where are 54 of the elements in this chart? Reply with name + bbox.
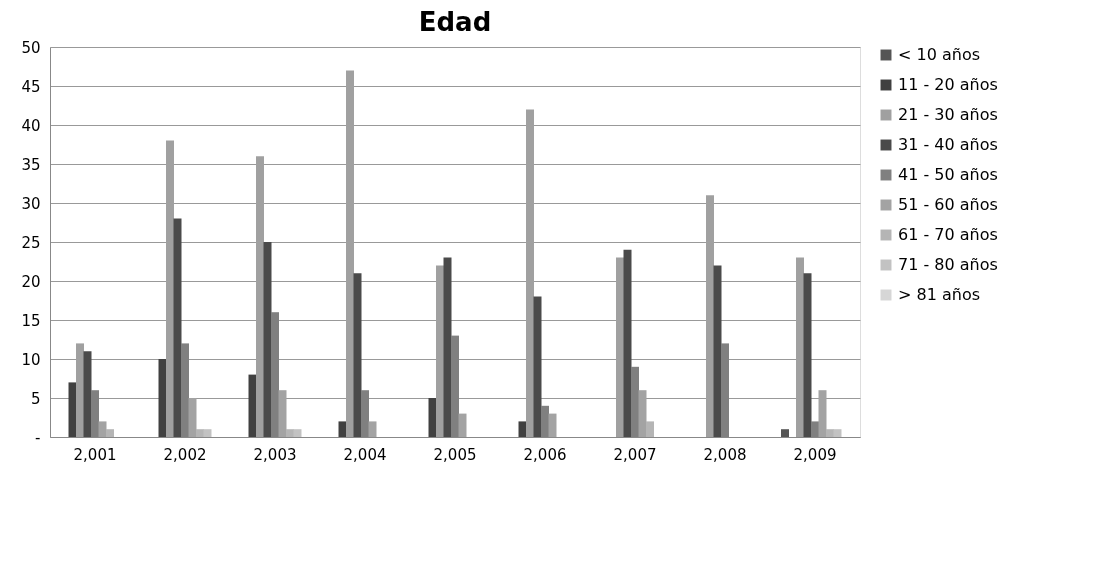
- y-tick-label: 35: [21, 155, 41, 174]
- bar: [458, 413, 467, 437]
- x-tick-label: 2,003: [253, 445, 297, 464]
- x-tick-label: 2,002: [163, 445, 207, 464]
- y-tick-label: 20: [21, 272, 41, 291]
- bar: [83, 351, 92, 437]
- legend-label: 31 - 40 años: [898, 135, 998, 154]
- legend-label: 61 - 70 años: [898, 225, 998, 244]
- bar: [203, 429, 212, 437]
- x-tick-label: 2,009: [793, 445, 837, 464]
- legend-label: 41 - 50 años: [898, 165, 998, 184]
- bar: [338, 421, 347, 437]
- x-tick-label: 2,007: [613, 445, 657, 464]
- legend-label: 11 - 20 años: [898, 75, 998, 94]
- chart-title: Edad: [418, 7, 492, 37]
- bar: [533, 296, 542, 437]
- bar: [106, 429, 114, 437]
- y-tick-label: 15: [21, 311, 41, 330]
- bar: [518, 421, 527, 437]
- y-tick-label: 50: [21, 38, 41, 57]
- bar: [293, 429, 302, 437]
- x-tick-label: 2,008: [703, 445, 747, 464]
- y-tick-label: 30: [21, 194, 41, 213]
- bar: [368, 421, 377, 437]
- bar: [623, 249, 632, 437]
- bar: [173, 218, 182, 437]
- bar: [548, 413, 557, 437]
- bar: [286, 429, 294, 437]
- y-tick-label: 45: [21, 77, 41, 96]
- y-tick-label: 40: [21, 116, 41, 135]
- bar: [646, 421, 654, 437]
- bar: [713, 265, 722, 437]
- y-tick-label: -: [35, 428, 41, 447]
- bar: [263, 242, 272, 437]
- bar: [196, 429, 204, 437]
- legend-label: > 81 años: [898, 285, 981, 304]
- bar: [826, 429, 834, 437]
- bar: [781, 429, 789, 437]
- bar: [443, 257, 452, 437]
- x-tick-label: 2,006: [523, 445, 567, 464]
- y-tick-label: 25: [21, 233, 41, 252]
- bar: [803, 273, 812, 437]
- y-tick-label: 10: [21, 350, 41, 369]
- bar: [98, 421, 107, 437]
- x-tick-label: 2,001: [73, 445, 117, 464]
- x-tick-label: 2,005: [433, 445, 477, 464]
- x-tick-label: 2,004: [343, 445, 387, 464]
- bar: [353, 273, 362, 437]
- legend-label: 71 - 80 años: [898, 255, 998, 274]
- legend-label: 51 - 60 años: [898, 195, 998, 214]
- legend-label: 21 - 30 años: [898, 105, 998, 124]
- y-tick-label: 5: [30, 389, 41, 408]
- legend-label: < 10 años: [898, 45, 981, 64]
- bar: [833, 429, 842, 437]
